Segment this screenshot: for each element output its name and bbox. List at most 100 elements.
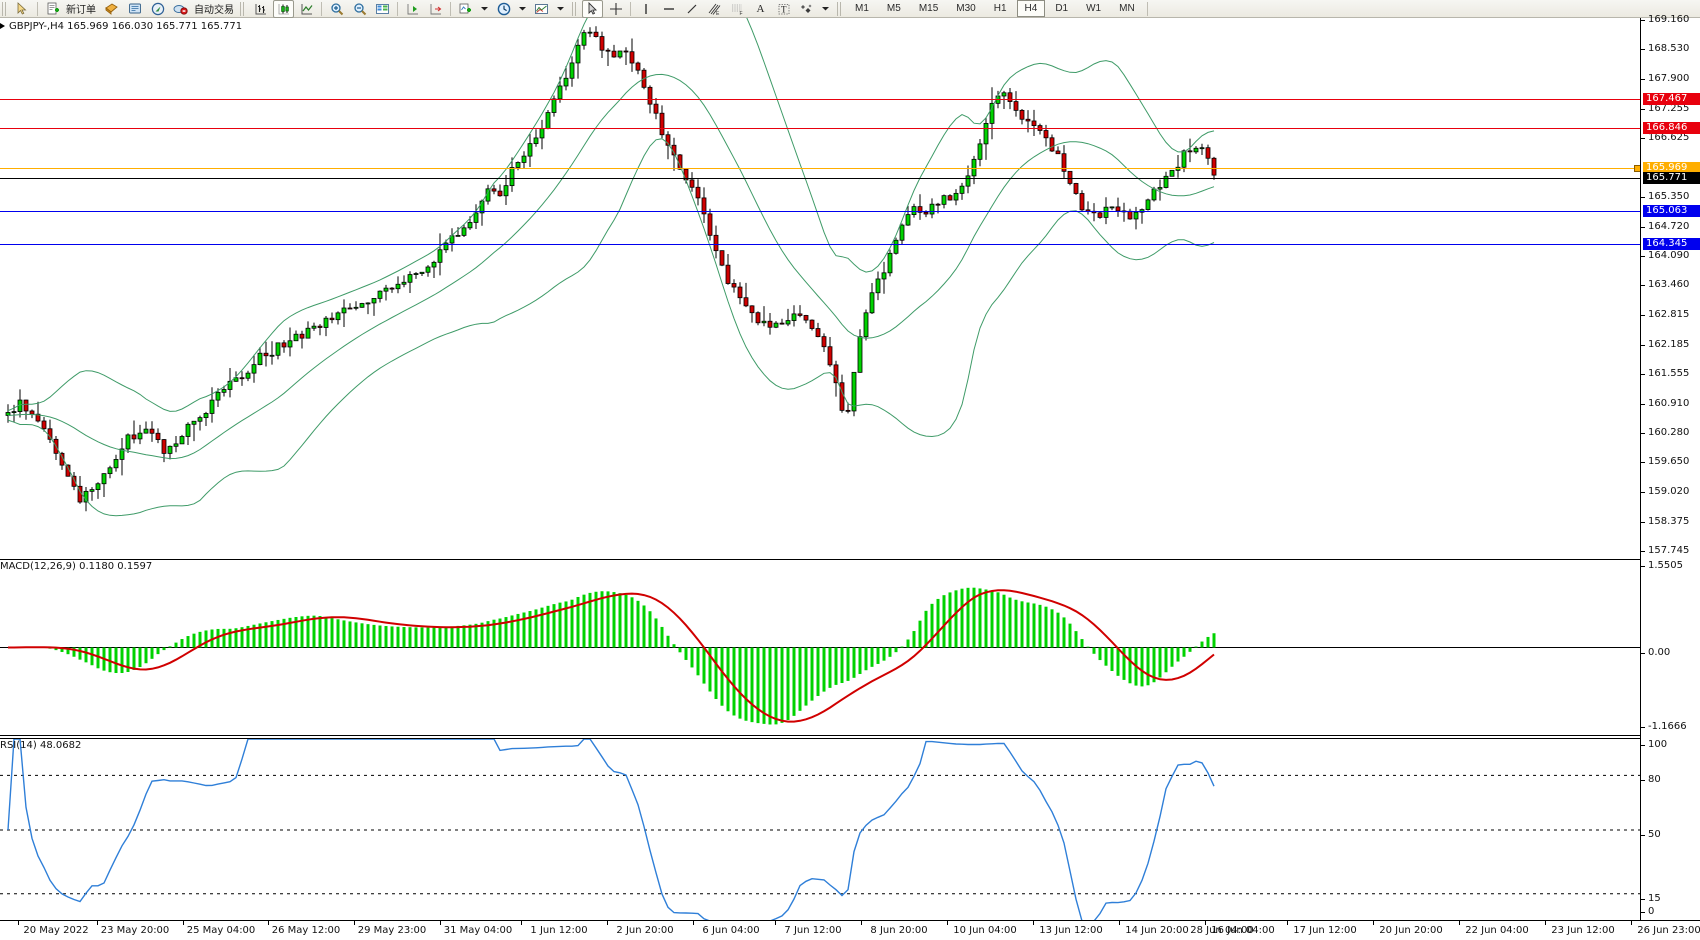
chart-collapse-icon[interactable]: [0, 23, 5, 29]
price-tick-label: 167.900: [1648, 72, 1690, 84]
axis-tickmark: [1641, 285, 1645, 287]
macd-pane[interactable]: MACD(12,26,9) 0.1180 0.1597: [0, 559, 1640, 736]
price-level-badge-support[interactable]: 165.063: [1643, 204, 1700, 217]
price-level-badge-ask-line[interactable]: 165.969: [1643, 162, 1700, 175]
time-tick-label: 31 May 04:00: [443, 925, 513, 936]
timeframe-h4[interactable]: H4: [1016, 0, 1046, 17]
chevron-down-icon-4[interactable]: [819, 0, 832, 18]
trendline-icon[interactable]: [681, 0, 702, 18]
toolbar-divider-end: [1146, 1, 1148, 16]
price-level-badge-resistance[interactable]: 167.467: [1643, 92, 1700, 105]
bar-chart-icon[interactable]: [250, 0, 271, 18]
time-tickmark: [1631, 921, 1632, 925]
toolbar-grip-3[interactable]: [572, 1, 578, 16]
data-window-icon[interactable]: [372, 0, 393, 18]
time-tickmark: [521, 921, 522, 925]
timeframe-w1[interactable]: W1: [1086, 3, 1102, 14]
rsi-tick-label: 0: [1648, 906, 1655, 917]
expert-advisor-icon[interactable]: [101, 0, 122, 18]
toolbar-divider-2: [321, 1, 322, 16]
time-tickmark: [1287, 921, 1288, 925]
line-chart-icon[interactable]: [296, 0, 317, 18]
text-icon[interactable]: A: [756, 2, 765, 15]
period-icon[interactable]: [493, 0, 514, 18]
price-level-line-166.846[interactable]: [0, 127, 1640, 129]
price-tick-label: 162.815: [1648, 309, 1690, 321]
symbol-ohlc-label: GBPJPY-,H4 165.969 166.030 165.771 165.7…: [9, 21, 243, 32]
price-tick-label: 167.255: [1648, 102, 1690, 114]
toolbar-divider-5: [630, 1, 631, 16]
chart-canvas[interactable]: GBPJPY-,H4 165.969 166.030 165.771 165.7…: [0, 14, 1700, 921]
price-level-badge-support[interactable]: 164.345: [1643, 238, 1700, 250]
axis-tickmark: [1641, 255, 1645, 257]
price-axis[interactable]: 169.160 168.530 167.900 167.255 166.625 165.3…: [1640, 14, 1700, 920]
time-tickmark: [18, 921, 19, 925]
timeframe-m15[interactable]: M15: [918, 3, 939, 14]
timeframe-m5[interactable]: M5: [886, 3, 901, 14]
zoom-in-icon[interactable]: [326, 0, 347, 18]
price-pane[interactable]: GBPJPY-,H4 165.969 166.030 165.771 165.7…: [0, 18, 1641, 553]
timeframe-m30[interactable]: M30: [956, 3, 976, 14]
pointer-tool-icon[interactable]: [582, 0, 603, 18]
indicators-icon[interactable]: [455, 0, 476, 18]
equidistant-channel-icon[interactable]: E: [704, 0, 725, 18]
price-level-line-165.969[interactable]: [0, 168, 1640, 170]
svg-text:T: T: [781, 4, 787, 14]
time-tick-label-last: 28 Jun 04:00: [1190, 925, 1254, 936]
price-level-badge-bid-line[interactable]: 165.771: [1643, 171, 1700, 184]
time-tick-label: 8 Jun 20:00: [870, 925, 928, 936]
time-axis[interactable]: 20 May 2022 23 May 20:00 25 May 04:00 26 Ma…: [0, 920, 1700, 940]
rsi-tick-label: 100: [1648, 739, 1668, 750]
zoom-out-icon[interactable]: [349, 0, 370, 18]
horizontal-line-icon[interactable]: [658, 0, 679, 18]
rsi-tick-label: 15: [1648, 892, 1661, 904]
main-toolbar: 新订单 自动交易: [0, 0, 1700, 18]
price-level-line-165.771[interactable]: [0, 177, 1640, 179]
time-tick-label: 16 Jun 04:00: [1211, 925, 1275, 936]
price-level-line-167.467[interactable]: [0, 98, 1640, 100]
templates-icon[interactable]: [531, 0, 552, 18]
timeframe-d1[interactable]: D1: [1055, 3, 1069, 14]
price-level-line-164.345[interactable]: [0, 244, 1640, 245]
timeframe-m1[interactable]: M1: [855, 3, 869, 14]
time-tick-label: 14 Jun 20:00: [1125, 925, 1189, 936]
time-tickmark: [183, 921, 184, 925]
vertical-line-icon[interactable]: [635, 0, 656, 18]
price-level-line-165.063[interactable]: [0, 210, 1640, 212]
toolbar-grip[interactable]: [2, 1, 8, 16]
terminal-icon[interactable]: [124, 0, 145, 18]
auto-scroll-icon[interactable]: [402, 0, 423, 18]
candlestick-chart-icon[interactable]: [273, 0, 294, 18]
time-tick-label: 29 May 23:00: [357, 925, 427, 936]
time-tick-label: 1 Jun 12:00: [530, 925, 588, 936]
navigator-icon[interactable]: [147, 0, 168, 18]
fibonacci-icon[interactable]: F: [727, 0, 748, 18]
autotrading-icon[interactable]: [170, 0, 191, 18]
chevron-down-icon-2[interactable]: [516, 0, 529, 18]
price-tick-label: 168.530: [1648, 43, 1690, 55]
new-order-icon[interactable]: [42, 0, 63, 18]
time-tickmark: [947, 921, 948, 925]
rsi-plot: [0, 739, 1640, 921]
time-tickmark: [440, 921, 441, 925]
timeframe-mn[interactable]: MN: [1119, 3, 1135, 14]
chevron-down-icon-3[interactable]: [554, 0, 567, 18]
time-tickmark: [1545, 921, 1546, 925]
new-order-label[interactable]: 新订单: [66, 5, 96, 16]
rsi-pane[interactable]: RSI(14) 48.0682: [0, 738, 1640, 921]
chart-shift-icon[interactable]: [425, 0, 446, 18]
shapes-icon[interactable]: [796, 0, 817, 18]
text-label-icon[interactable]: T: [773, 0, 794, 18]
time-tick-label: 7 Jun 12:00: [784, 925, 842, 936]
timeframe-h1[interactable]: H1: [993, 3, 1007, 14]
toolbar-grip-2[interactable]: [240, 1, 246, 16]
chevron-down-icon[interactable]: [478, 0, 491, 18]
toolbar-grip-4[interactable]: [837, 1, 843, 16]
axis-tickmark: [1641, 78, 1645, 80]
cursor-icon[interactable]: [12, 0, 33, 18]
crosshair-icon[interactable]: [605, 0, 626, 18]
autotrading-label[interactable]: 自动交易: [194, 5, 234, 16]
price-level-badge-resistance[interactable]: 166.846: [1643, 121, 1700, 134]
time-tick-label: 25 May 04:00: [186, 925, 256, 936]
axis-tickmark: [1641, 898, 1645, 900]
